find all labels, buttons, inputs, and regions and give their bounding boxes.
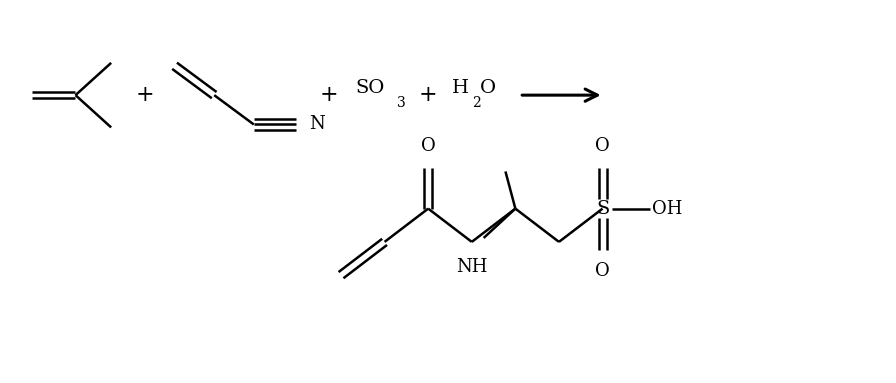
Text: S: S [596,200,609,218]
Text: O: O [595,262,610,280]
Text: 2: 2 [472,96,480,110]
Text: O: O [421,137,435,155]
Text: O: O [479,79,495,97]
Text: OH: OH [652,200,683,218]
Text: +: + [418,84,437,106]
Text: O: O [595,137,610,155]
Text: N: N [309,116,325,134]
Text: NH: NH [456,257,487,275]
Text: +: + [320,84,339,106]
Text: H: H [452,79,469,97]
Text: +: + [135,84,154,106]
Text: SO: SO [356,79,385,97]
Text: 3: 3 [398,96,406,110]
